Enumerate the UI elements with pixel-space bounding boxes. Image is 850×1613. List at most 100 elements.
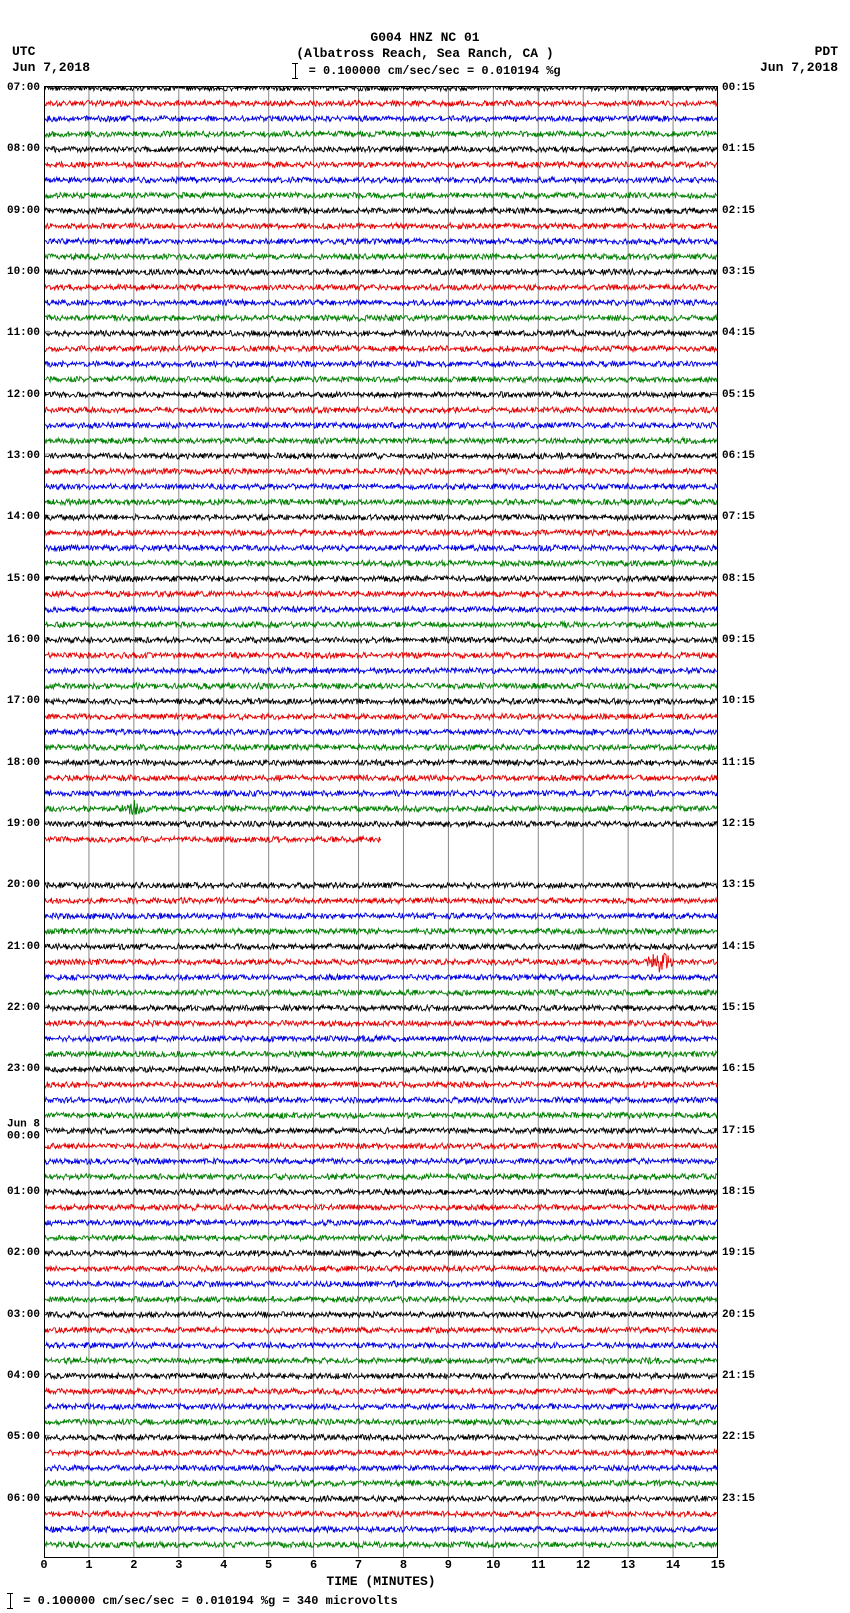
- trace: [44, 131, 718, 137]
- footer: = 0.100000 cm/sec/sec = 0.010194 %g = 34…: [4, 1593, 398, 1609]
- trace: [44, 223, 718, 229]
- trace: [44, 1189, 718, 1195]
- station-id: G004 HNZ NC 01: [0, 30, 850, 46]
- utc-hour-label: 16:00: [7, 634, 40, 646]
- trace: [44, 254, 718, 260]
- pdt-hour-label: 02:15: [722, 205, 755, 217]
- utc-hour-label: 19:00: [7, 818, 40, 830]
- pdt-hour-label: 19:15: [722, 1247, 755, 1259]
- trace: [44, 468, 718, 474]
- trace: [44, 560, 718, 566]
- trace: [44, 1250, 718, 1256]
- pdt-hour-label: 06:15: [722, 450, 755, 462]
- utc-hour-label: 03:00: [7, 1309, 40, 1321]
- x-tick: 5: [265, 1558, 272, 1572]
- utc-hour-label: 06:00: [7, 1493, 40, 1505]
- trace: [44, 545, 718, 551]
- trace: [44, 1204, 718, 1210]
- trace: [44, 116, 718, 122]
- x-tick: 4: [220, 1558, 227, 1572]
- trace: [44, 1450, 718, 1456]
- utc-hour-label: 04:00: [7, 1370, 40, 1382]
- utc-hour-label: 23:00: [7, 1063, 40, 1075]
- utc-hour-label: 21:00: [7, 941, 40, 953]
- trace: [44, 668, 718, 674]
- trace: [44, 1005, 718, 1011]
- trace: [44, 1542, 718, 1548]
- trace: [44, 1388, 718, 1394]
- trace: [44, 1373, 718, 1379]
- trace: [44, 760, 718, 766]
- plot-area: [44, 86, 718, 1558]
- x-tick: 15: [711, 1558, 725, 1572]
- pdt-hour-label: 09:15: [722, 634, 755, 646]
- trace: [44, 1097, 718, 1103]
- pdt-hour-label: 11:15: [722, 757, 755, 769]
- trace: [44, 1480, 718, 1486]
- trace: [44, 928, 718, 934]
- header: G004 HNZ NC 01 (Albatross Reach, Sea Ran…: [0, 30, 850, 79]
- tz-left-date: Jun 7,2018: [12, 60, 90, 76]
- traces: [44, 86, 718, 1548]
- trace: [44, 422, 718, 428]
- scale-bar-icon: [292, 63, 298, 79]
- utc-hour-label: Jun 800:00: [7, 1119, 40, 1142]
- x-tick: 2: [130, 1558, 137, 1572]
- utc-hour-label: 18:00: [7, 757, 40, 769]
- utc-hour-label: 13:00: [7, 450, 40, 462]
- trace: [44, 652, 718, 658]
- trace: [44, 882, 718, 888]
- trace: [44, 622, 718, 628]
- header-scale: = 0.100000 cm/sec/sec = 0.010194 %g: [0, 63, 850, 79]
- trace: [44, 729, 718, 735]
- tz-left-tz: UTC: [12, 44, 90, 60]
- trace: [44, 530, 718, 536]
- trace: [44, 606, 718, 612]
- trace: [44, 376, 718, 382]
- trace: [44, 86, 718, 91]
- trace: [44, 1220, 718, 1226]
- utc-hour-label: 05:00: [7, 1431, 40, 1443]
- trace: [44, 953, 718, 972]
- trace: [44, 269, 718, 275]
- tz-left: UTC Jun 7,2018: [12, 44, 90, 77]
- trace: [44, 1296, 718, 1302]
- trace: [44, 1020, 718, 1026]
- utc-hour-label: 22:00: [7, 1002, 40, 1014]
- trace: [44, 790, 718, 796]
- x-tick: 9: [445, 1558, 452, 1572]
- pdt-hour-label: 05:15: [722, 389, 755, 401]
- trace: [44, 1404, 718, 1410]
- trace: [44, 177, 718, 183]
- trace: [44, 284, 718, 290]
- pdt-hour-label: 23:15: [722, 1493, 755, 1505]
- x-tick: 0: [40, 1558, 47, 1572]
- trace: [44, 744, 718, 750]
- trace: [44, 591, 718, 597]
- trace: [44, 944, 718, 950]
- trace: [44, 1036, 718, 1042]
- x-tick: 13: [621, 1558, 635, 1572]
- trace: [44, 1128, 718, 1134]
- pdt-hour-labels: 00:1501:1502:1503:1504:1505:1506:1507:15…: [718, 86, 778, 1558]
- trace: [44, 1526, 718, 1532]
- tz-right-date: Jun 7,2018: [760, 60, 838, 76]
- trace: [44, 1342, 718, 1348]
- utc-hour-label: 12:00: [7, 389, 40, 401]
- utc-hour-label: 14:00: [7, 511, 40, 523]
- utc-hour-label: 09:00: [7, 205, 40, 217]
- trace: [44, 821, 718, 827]
- x-tick: 14: [666, 1558, 680, 1572]
- pdt-hour-label: 16:15: [722, 1063, 755, 1075]
- trace: [44, 1082, 718, 1088]
- trace: [44, 990, 718, 996]
- pdt-hour-label: 00:15: [722, 82, 755, 94]
- x-tick: 11: [531, 1558, 545, 1572]
- trace: [44, 330, 718, 336]
- trace: [44, 775, 718, 781]
- x-tick: 7: [355, 1558, 362, 1572]
- trace: [44, 484, 718, 490]
- trace: [44, 1434, 718, 1440]
- pdt-hour-label: 03:15: [722, 266, 755, 278]
- pdt-hour-label: 22:15: [722, 1431, 755, 1443]
